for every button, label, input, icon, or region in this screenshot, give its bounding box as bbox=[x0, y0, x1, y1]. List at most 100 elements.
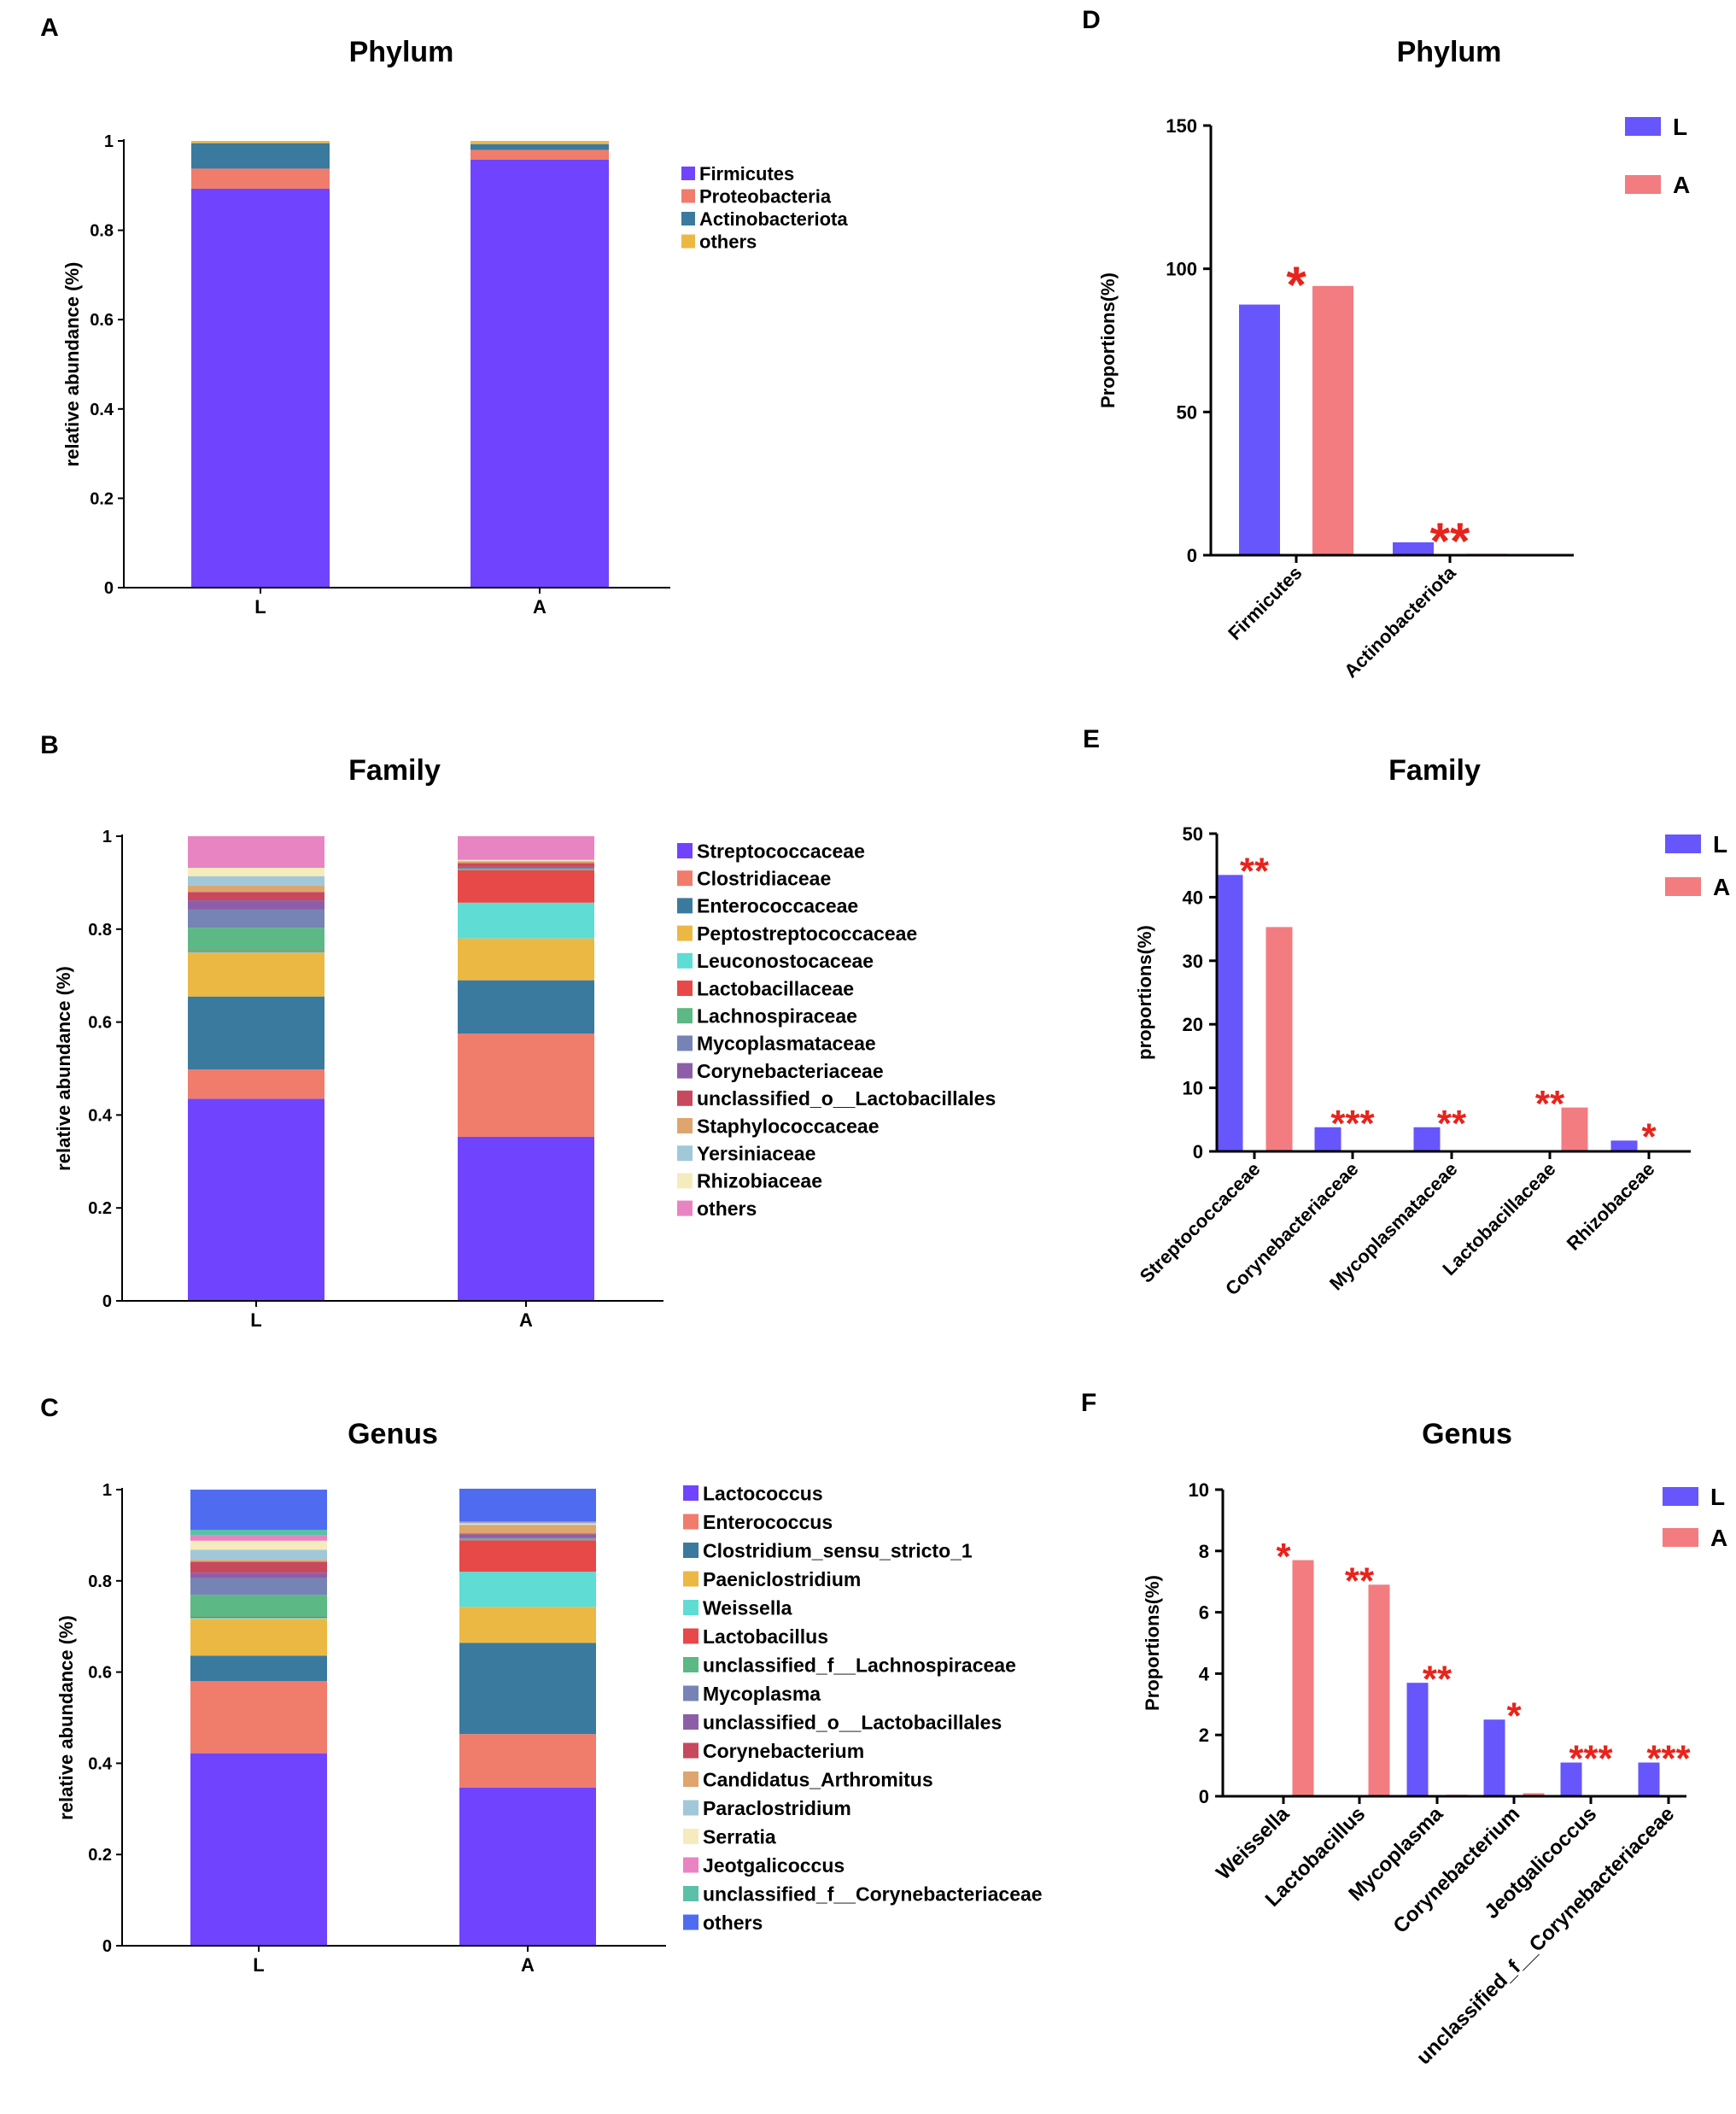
y-tick-label: 8 bbox=[1199, 1541, 1209, 1562]
x-tick-label: L bbox=[250, 1309, 261, 1331]
y-tick-label: 0.2 bbox=[88, 1846, 112, 1865]
panel-c: C Genus L A 0 0.2 0.4 0.6 0.8 1 relative abundance… bbox=[40, 1394, 1042, 1976]
legend-label: Corynebacteriaceae bbox=[697, 1060, 884, 1082]
stacked-bar-segment bbox=[188, 892, 324, 901]
panel-letter: D bbox=[1082, 6, 1101, 34]
panel-letter: F bbox=[1081, 1389, 1096, 1417]
y-tick-label: 0 bbox=[102, 1937, 112, 1956]
stacked-bar-segment bbox=[458, 980, 594, 1034]
y-tick-label: 10 bbox=[1183, 1078, 1203, 1099]
y-tick-label: 1 bbox=[102, 828, 112, 846]
y-tick-label: 0 bbox=[1193, 1141, 1203, 1162]
bar-a bbox=[1523, 1793, 1545, 1796]
legend-label: A bbox=[1713, 874, 1730, 900]
legend-swatch bbox=[683, 1600, 698, 1615]
stacked-bar-segment bbox=[188, 836, 324, 868]
y-tick-label: 0.6 bbox=[88, 1664, 112, 1683]
legend-label: Mycoplasma bbox=[703, 1683, 821, 1705]
x-tick-label: A bbox=[533, 596, 547, 618]
significance-marker: ** bbox=[1345, 1560, 1375, 1602]
stacked-bar-segment bbox=[190, 1681, 327, 1754]
legend-swatch bbox=[1663, 1528, 1698, 1547]
legend-label: L bbox=[1713, 831, 1727, 858]
y-axis-label: relative abundance (%) bbox=[53, 966, 74, 1171]
legend-label: Rhizobiaceae bbox=[697, 1170, 822, 1192]
legend-label: others bbox=[699, 231, 757, 252]
y-tick-label: 0 bbox=[1199, 1786, 1209, 1807]
stacked-bar-segment bbox=[190, 1535, 327, 1541]
panel-letter: B bbox=[40, 731, 59, 759]
significance-marker: ** bbox=[1423, 1658, 1453, 1700]
stacked-bar-segment bbox=[191, 143, 330, 169]
legend-swatch bbox=[683, 1543, 698, 1558]
legend-swatch bbox=[677, 843, 693, 858]
stacked-bar-segment bbox=[458, 866, 594, 868]
bar-a bbox=[1561, 1107, 1588, 1151]
y-tick-label: 0.4 bbox=[88, 1754, 113, 1773]
stacked-bar-segment bbox=[459, 1787, 596, 1946]
legend-label: unclassified_f__Lachnospiraceae bbox=[703, 1654, 1016, 1676]
x-tick-label: A bbox=[519, 1309, 533, 1331]
y-tick-label: 1 bbox=[102, 1481, 112, 1500]
y-tick-label: 4 bbox=[1199, 1663, 1210, 1684]
stacked-bar-segment bbox=[459, 1643, 596, 1735]
panel-letter: A bbox=[40, 14, 59, 42]
legend-label: Lactobacillus bbox=[703, 1625, 828, 1648]
stacked-bar-segment bbox=[190, 1753, 327, 1946]
legend-swatch bbox=[683, 1771, 698, 1787]
legend-swatch bbox=[677, 952, 693, 969]
stacked-bar-segment bbox=[458, 870, 594, 903]
stacked-bar-segment bbox=[188, 928, 324, 952]
stacked-bar-segment bbox=[459, 1523, 596, 1525]
stacked-bar-segment bbox=[459, 1534, 596, 1538]
legend-label: Streptococcaceae bbox=[697, 840, 865, 862]
stacked-bar-segment bbox=[458, 869, 594, 870]
stacked-bar-segment bbox=[458, 902, 594, 939]
legend-label: unclassified_o__Lactobacillales bbox=[703, 1711, 1002, 1733]
panel-letter: E bbox=[1083, 725, 1100, 753]
y-tick-label: 0.4 bbox=[88, 1106, 113, 1125]
stacked-bar-segment bbox=[459, 1488, 596, 1522]
bar-l bbox=[1406, 1683, 1429, 1796]
legend-swatch bbox=[677, 925, 693, 941]
legend-label: Clostridium_sensu_stricto_1 bbox=[703, 1539, 973, 1561]
stacked-bar-segment bbox=[188, 1069, 324, 1099]
bar-l bbox=[1413, 1127, 1441, 1151]
chart-title: Phylum bbox=[1397, 36, 1502, 68]
legend-label: unclassified_o__Lactobacillales bbox=[697, 1087, 996, 1110]
legend-label: Serratia bbox=[703, 1825, 776, 1848]
significance-marker: * bbox=[1286, 256, 1306, 313]
legend-label: unclassified_f__Corynebacteriaceae bbox=[703, 1883, 1043, 1905]
stacked-bar-segment bbox=[459, 1533, 596, 1535]
bar-a bbox=[1265, 927, 1293, 1151]
y-tick-label: 0.4 bbox=[90, 401, 114, 419]
legend-swatch bbox=[683, 1714, 698, 1730]
stacked-bar-segment bbox=[190, 1655, 327, 1682]
y-tick-label: 0.8 bbox=[90, 222, 114, 241]
stacked-bar-segment bbox=[190, 1540, 327, 1550]
y-axis-label: relative abundance (%) bbox=[56, 1615, 77, 1820]
legend-swatch bbox=[1625, 175, 1661, 194]
legend-swatch bbox=[1625, 117, 1661, 136]
stacked-bar-segment bbox=[188, 951, 324, 952]
stacked-bar-segment bbox=[458, 860, 594, 862]
stacked-bar-segment bbox=[188, 996, 324, 1070]
legend-label: A bbox=[1673, 172, 1690, 198]
stacked-bar-segment bbox=[459, 1734, 596, 1788]
stacked-bar-segment bbox=[190, 1619, 327, 1656]
bar-l bbox=[1239, 304, 1280, 555]
legend-swatch bbox=[677, 870, 693, 887]
stacked-bar-segment bbox=[458, 1034, 594, 1137]
stacked-bar-segment bbox=[459, 1572, 596, 1607]
y-tick-label: 0 bbox=[104, 579, 114, 598]
legend-label: Mycoplasmataceae bbox=[697, 1033, 876, 1055]
y-tick-label: 100 bbox=[1166, 259, 1197, 280]
stacked-bar-segment bbox=[458, 938, 594, 981]
stacked-bar-segment bbox=[459, 1521, 596, 1523]
significance-marker: * bbox=[1506, 1695, 1522, 1736]
stacked-bar-segment bbox=[190, 1561, 327, 1573]
y-tick-label: 150 bbox=[1166, 115, 1197, 137]
legend-swatch bbox=[683, 1485, 698, 1501]
stacked-bar-segment bbox=[471, 141, 609, 144]
legend-swatch bbox=[681, 212, 695, 225]
